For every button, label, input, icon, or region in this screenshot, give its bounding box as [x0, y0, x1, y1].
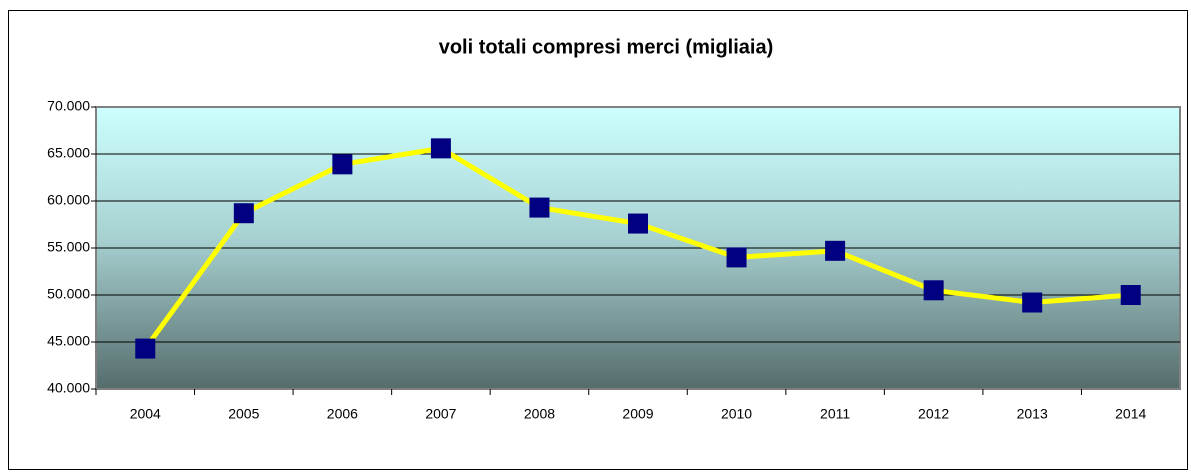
x-tick-label: 2004	[130, 406, 161, 422]
chart-title: voli totali compresi merci (migliaia)	[439, 36, 774, 58]
y-tick-label: 70.000	[47, 98, 90, 114]
x-tick-label: 2008	[524, 406, 555, 422]
x-tick-label: 2012	[918, 406, 949, 422]
x-tick-label: 2014	[1115, 406, 1146, 422]
x-tick-label: 2011	[820, 406, 850, 422]
marker	[135, 338, 156, 359]
y-tick-label: 60.000	[47, 192, 90, 208]
x-tick-label: 2010	[721, 406, 752, 422]
marker	[628, 213, 648, 234]
y-tick-label: 45.000	[47, 333, 90, 349]
x-tick-label: 2005	[228, 406, 259, 422]
marker	[726, 247, 747, 268]
marker	[825, 240, 846, 261]
x-tick-label: 2006	[327, 406, 358, 422]
y-tick-label: 50.000	[47, 286, 90, 302]
x-tick-label: 2013	[1017, 406, 1048, 422]
marker	[233, 203, 254, 224]
marker	[332, 154, 353, 175]
marker	[923, 280, 944, 301]
marker	[1120, 285, 1141, 305]
x-tick-label: 2007	[425, 406, 456, 422]
marker	[430, 138, 451, 159]
x-tick-label: 2009	[622, 406, 653, 422]
marker	[529, 197, 550, 218]
y-tick-label: 65.000	[47, 145, 90, 161]
y-tick-label: 55.000	[47, 239, 90, 255]
marker	[1022, 292, 1043, 313]
y-tick-label: 40.000	[47, 380, 90, 396]
